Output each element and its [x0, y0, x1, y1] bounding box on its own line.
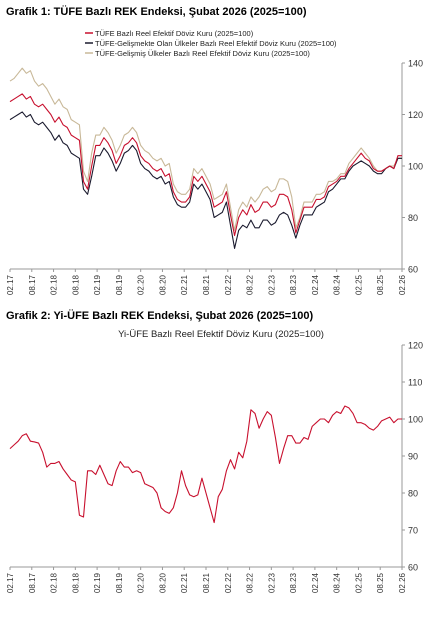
chart-2-x-tick-label: 02.23	[267, 572, 276, 593]
chart-2-title: Grafik 2: Yi-ÜFE Bazlı REK Endeksi, Şuba…	[6, 310, 314, 322]
chart-1-y-tick-label: 100	[408, 162, 423, 172]
chart-1-y-tick-label: 80	[408, 213, 418, 223]
chart-1-y-tick-label: 140	[408, 59, 423, 69]
chart-2-x-tick-label: 08.18	[71, 572, 80, 593]
chart-2-x-tick-label: 02.24	[311, 572, 320, 593]
chart-2-y-tick-label: 100	[408, 415, 423, 425]
chart-2-x-tick-label: 02.21	[180, 572, 189, 593]
chart-2-x-tick-label: 02.20	[137, 572, 146, 593]
chart-1-x-tick-label: 02.18	[50, 274, 59, 295]
chart-1-x-tick-label: 02.19	[93, 274, 102, 295]
chart-2-x-tick-label: 08.22	[246, 572, 255, 593]
chart-2-x-tick-label: 02.17	[6, 572, 15, 593]
chart-2-subtitle: Yi-ÜFE Bazlı Reel Efektif Döviz Kuru (20…	[118, 329, 324, 340]
chart-2-x-tick-label: 02.22	[224, 572, 233, 593]
chart-2-y-tick-label: 110	[408, 378, 422, 388]
chart-2-x-tick-label: 02.26	[398, 572, 407, 593]
chart-1-svg: TÜFE Bazlı Reel Efektif Döviz Kuru (2025…	[6, 29, 423, 295]
chart-1-x-tick-label: 08.18	[71, 274, 80, 295]
chart-1-series-line-0	[9, 93, 402, 237]
chart-1-x-tick-label: 02.21	[180, 274, 189, 295]
chart-1-x-tick-label: 08.17	[28, 274, 37, 295]
chart-1-series-line-2	[9, 67, 402, 231]
chart-1-x-tick-label: 08.21	[202, 274, 211, 295]
chart-2-y-tick-label: 70	[408, 526, 418, 536]
chart-1-x-tick-label: 08.22	[246, 274, 255, 295]
legend-1-label: TÜFE-Gelişmiş Ülkeler Bazlı Reel Efektif…	[95, 49, 310, 58]
chart-2-x-tick-label: 08.23	[289, 572, 298, 593]
chart-1-x-tick-label: 02.25	[354, 274, 363, 295]
chart-1-x-tick-label: 08.19	[115, 274, 124, 295]
chart-2-panel: Grafik 2: Yi-ÜFE Bazlı REK Endeksi, Şuba…	[0, 305, 445, 622]
chart-1-title: Grafik 1: TÜFE Bazlı REK Endeksi, Şubat …	[6, 6, 307, 18]
chart-2-x-tick-label: 08.24	[333, 572, 342, 593]
chart-1-x-tick-label: 02.17	[6, 274, 15, 295]
chart-2-x-tick-label: 02.18	[50, 572, 59, 593]
chart-1-x-tick-label: 08.24	[333, 274, 342, 295]
chart-1-x-tick-label: 02.22	[224, 274, 233, 295]
chart-2-y-tick-label: 120	[408, 341, 423, 351]
chart-2-y-tick-label: 90	[408, 452, 418, 462]
chart-1-x-tick-label: 02.24	[311, 274, 320, 295]
chart-2-y-tick-label: 80	[408, 489, 418, 499]
chart-2-series-line-0	[9, 405, 402, 524]
chart-1-x-tick-label: 02.23	[267, 274, 276, 295]
chart-1-panel: Grafik 1: TÜFE Bazlı REK Endeksi, Şubat …	[0, 0, 445, 305]
legend-1-label: TÜFE-Gelişmekte Olan Ülkeler Bazlı Reel …	[95, 39, 337, 48]
legend-1-label: TÜFE Bazlı Reel Efektif Döviz Kuru (2025…	[95, 29, 254, 38]
chart-1-x-tick-label: 02.20	[137, 274, 146, 295]
chart-1-x-tick-label: 08.23	[289, 274, 298, 295]
chart-1-x-tick-label: 08.20	[158, 274, 167, 295]
chart-2-x-tick-label: 02.19	[93, 572, 102, 593]
chart-2-x-tick-label: 08.19	[115, 572, 124, 593]
chart-2-x-tick-label: 02.25	[354, 572, 363, 593]
chart-2-x-tick-label: 08.20	[158, 572, 167, 593]
chart-2-y-tick-label: 60	[408, 563, 418, 573]
chart-2-x-tick-label: 08.17	[28, 572, 37, 593]
chart-2-svg: Yi-ÜFE Bazlı Reel Efektif Döviz Kuru (20…	[6, 329, 423, 593]
chart-1-y-tick-label: 60	[408, 265, 418, 275]
chart-1-series-line-1	[9, 111, 402, 249]
chart-2-x-tick-label: 08.25	[376, 572, 385, 593]
chart-1-y-tick-label: 120	[408, 110, 423, 120]
chart-1-x-tick-label: 02.26	[398, 274, 407, 295]
chart-2-x-tick-label: 08.21	[202, 572, 211, 593]
chart-1-x-tick-label: 08.25	[376, 274, 385, 295]
